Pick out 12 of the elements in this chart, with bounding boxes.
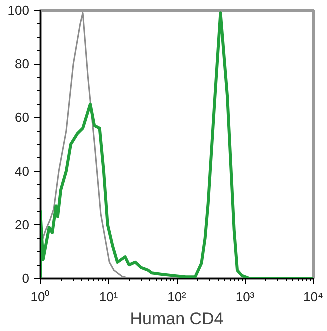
- y-tick-label: 100: [8, 3, 30, 18]
- x-tick-label: 10⁰: [30, 290, 50, 304]
- y-tick-label: 60: [15, 110, 30, 126]
- x-tick-label: 10³: [236, 290, 256, 304]
- x-axis-title: Human CD4: [130, 310, 224, 328]
- y-tick-label: 0: [22, 271, 30, 286]
- x-tick-label: 10⁴: [303, 290, 324, 304]
- y-tick-label: 20: [15, 217, 30, 232]
- x-tick-label: 10²: [168, 290, 188, 304]
- x-tick-label: 10¹: [99, 290, 119, 304]
- y-tick-label: 80: [15, 56, 30, 72]
- y-tick-label: 40: [15, 164, 30, 179]
